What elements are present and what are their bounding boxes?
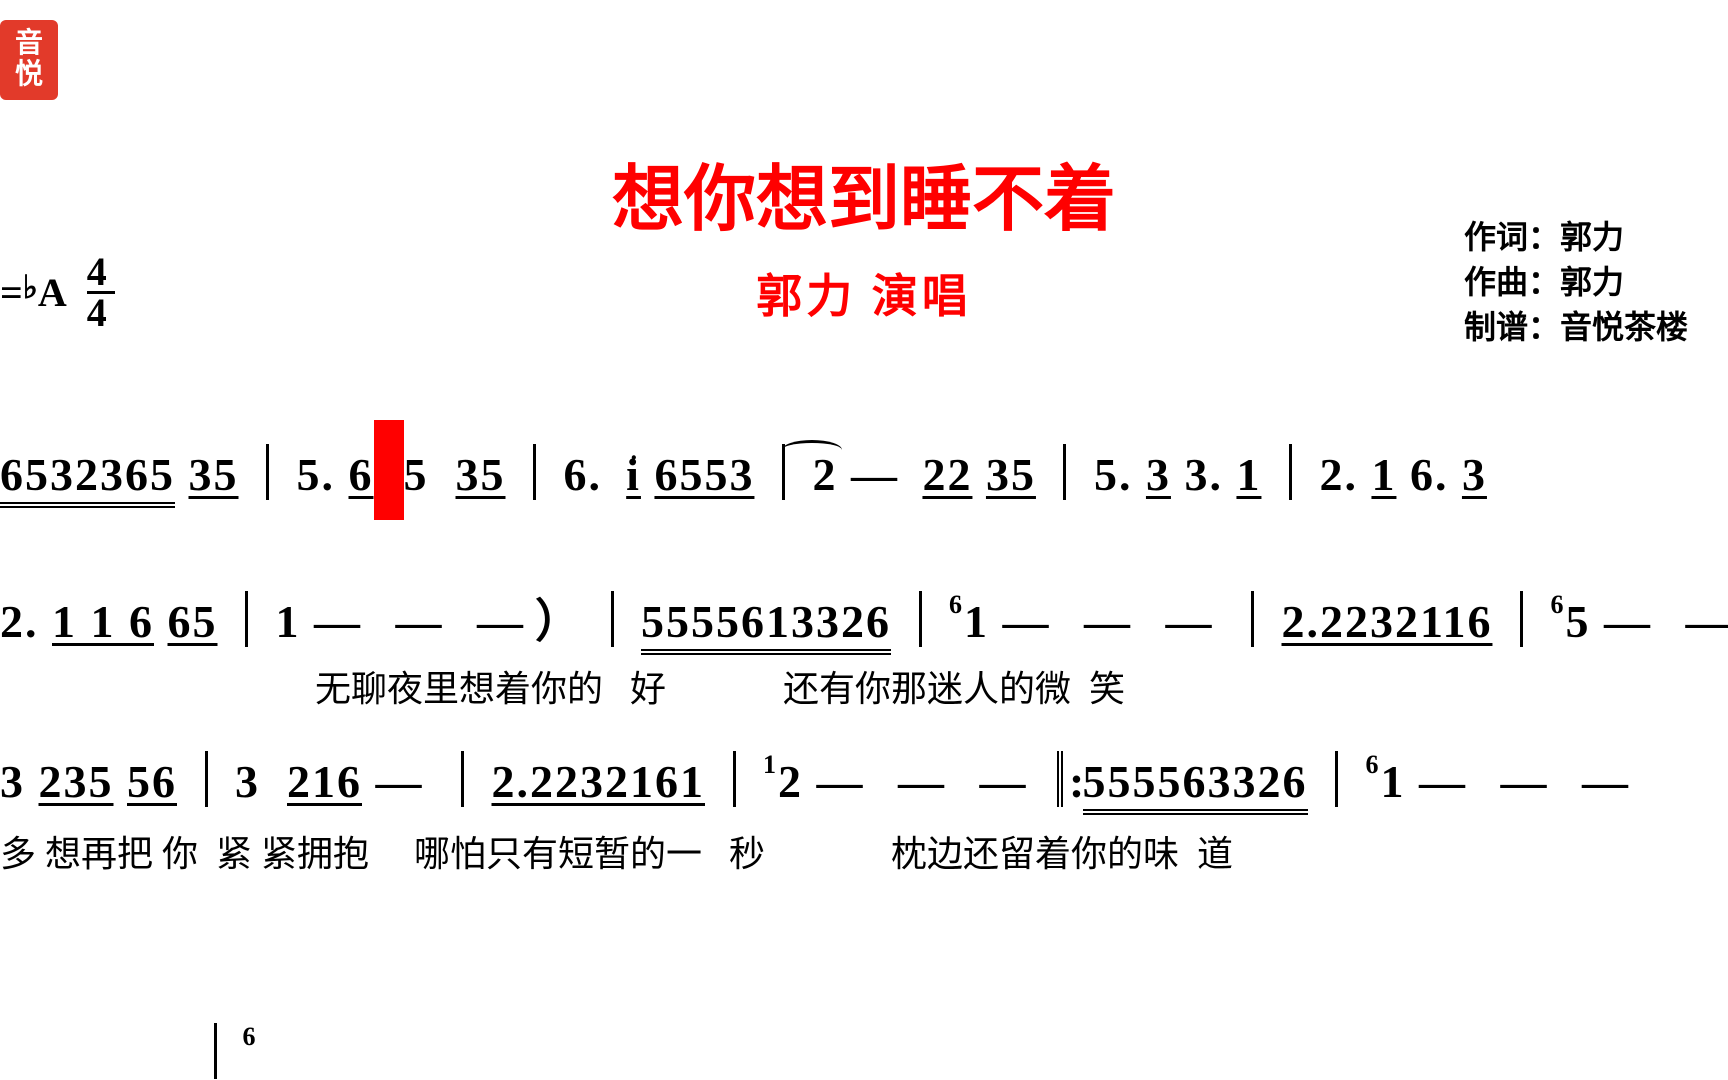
credit-composer: 作曲：郭力	[1464, 260, 1688, 305]
logo-line1: 音	[15, 29, 43, 60]
credit-lyricist: 作词：郭力	[1464, 215, 1688, 260]
time-signature: 4 4	[87, 255, 115, 330]
notes-row-2: 2. 1 1 6 65 1 — — —） 5555613326 61 — — —…	[0, 585, 1728, 651]
credits-block: 作词：郭力 作曲：郭力 制谱：音悦茶楼	[1464, 215, 1688, 349]
notes-row-1: 6532365 35 5. 65 35 6. i 6553 2 — 22 35 …	[0, 420, 1487, 520]
key-time-signature: =♭A 4 4	[0, 255, 115, 330]
key-signature: =♭A	[0, 269, 67, 316]
partial-row-4: 6	[200, 1022, 256, 1080]
logo-stamp: 音 悦	[0, 20, 58, 100]
notes-row-3: 3 235 56 3 216 — 2.2232161 12 — — — : 55…	[0, 750, 1640, 808]
playback-cursor	[374, 420, 404, 520]
logo-line2: 悦	[15, 60, 43, 91]
lyrics-row-3: 多 想再把 你 紧 紧拥抱 哪怕只有短暂的一 秒 枕边还留着你的味 道	[0, 825, 1233, 877]
staff-row-2: 2. 1 1 6 65 1 — — —） 5555613326 61 — — —…	[0, 565, 1728, 730]
credit-transcriber: 制谱：音悦茶楼	[1464, 305, 1688, 350]
lyrics-row-2: 无聊夜里想着你的 好 还有你那迷人的微 笑	[0, 660, 1125, 712]
staff-row-3: 3 235 56 3 216 — 2.2232161 12 — — — : 55…	[0, 730, 1728, 895]
staff-row-1: 6532365 35 5. 65 35 6. i 6553 2 — 22 35 …	[0, 400, 1728, 565]
song-title: 想你想到睡不着	[612, 140, 1116, 245]
song-subtitle: 郭力 演唱	[756, 260, 972, 326]
notation-area: 6532365 35 5. 65 35 6. i 6553 2 — 22 35 …	[0, 400, 1728, 895]
